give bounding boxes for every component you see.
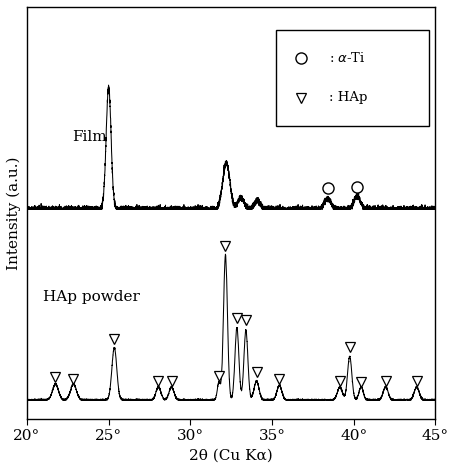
- Text: : HAp: : HAp: [329, 91, 367, 104]
- X-axis label: 2θ (Cu Kα): 2θ (Cu Kα): [189, 449, 273, 463]
- Text: HAp powder: HAp powder: [43, 290, 140, 304]
- FancyBboxPatch shape: [276, 30, 429, 126]
- Text: : $\alpha$-Ti: : $\alpha$-Ti: [329, 51, 365, 65]
- Y-axis label: Intensity (a.u.): Intensity (a.u.): [7, 156, 21, 270]
- Text: Film: Film: [72, 130, 107, 143]
